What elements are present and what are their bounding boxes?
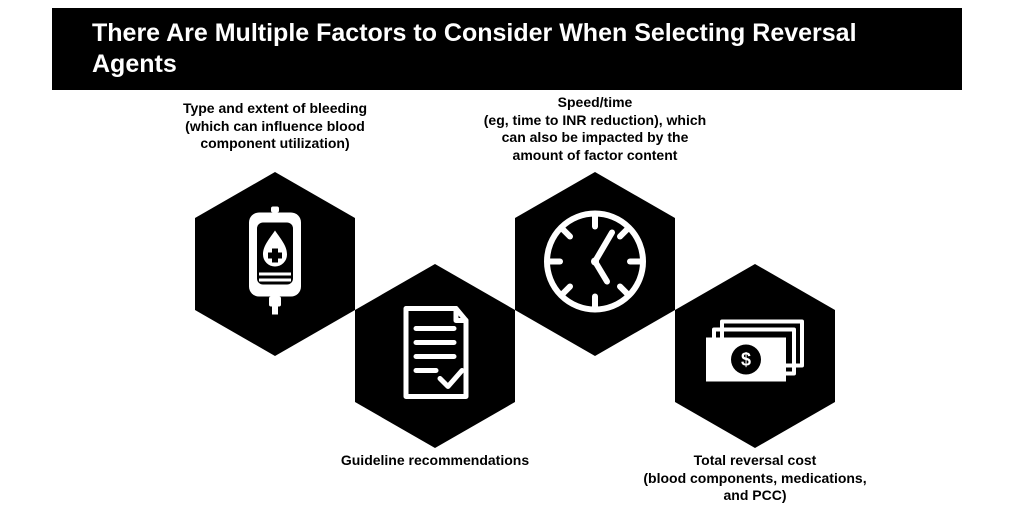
hex-cost: $: [675, 264, 835, 448]
caption-main: Guideline recommendations: [315, 452, 555, 470]
caption-cost: Total reversal cost (blood components, m…: [635, 452, 875, 505]
hex-bleeding: [195, 172, 355, 356]
caption-guidelines: Guideline recommendations: [315, 452, 555, 470]
title-bar: There Are Multiple Factors to Consider W…: [52, 8, 962, 90]
money-icon: $: [700, 314, 810, 399]
svg-text:$: $: [741, 350, 751, 370]
caption-main: Speed/time: [475, 94, 715, 112]
caption-bleeding: Type and extent of bleeding (which can i…: [155, 100, 395, 153]
hex-speed: [515, 172, 675, 356]
hex-guidelines: [355, 264, 515, 448]
caption-sub: (which can influence blood component uti…: [155, 118, 395, 153]
blood-bag-icon: [235, 207, 315, 322]
clock-icon: [540, 207, 650, 322]
caption-main: Total reversal cost: [635, 452, 875, 470]
caption-sub: (eg, time to INR reduction), which can a…: [475, 112, 715, 165]
page-title: There Are Multiple Factors to Consider W…: [92, 18, 922, 81]
caption-speed: Speed/time (eg, time to INR reduction), …: [475, 94, 715, 164]
caption-main: Type and extent of bleeding: [155, 100, 395, 118]
document-check-icon: [396, 305, 474, 408]
caption-sub: (blood components, medications, and PCC): [635, 470, 875, 505]
